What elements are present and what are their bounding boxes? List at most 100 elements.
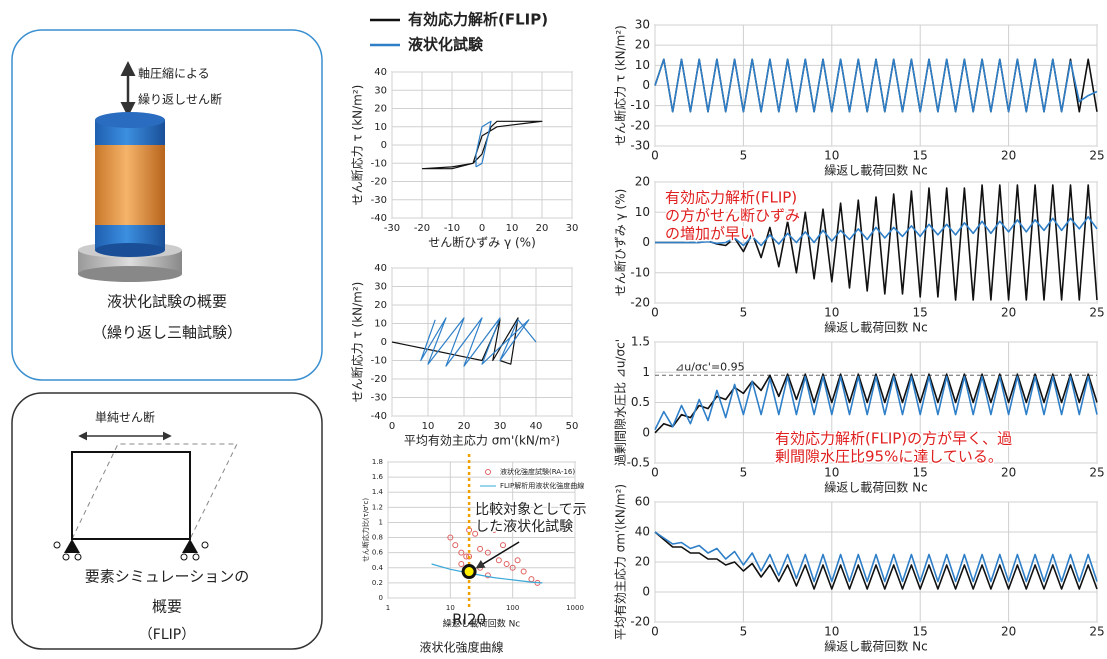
x-tick-label: -30 xyxy=(384,223,400,234)
point xyxy=(484,572,491,579)
point xyxy=(503,561,510,567)
y-tick-label: -20 xyxy=(371,374,387,385)
caption: （FLIP） xyxy=(139,627,195,643)
x-tick-label: 20 xyxy=(1001,625,1016,639)
y-tick-label: -20 xyxy=(630,296,650,310)
x-tick-label: 0 xyxy=(651,149,659,163)
x-tick-label: 10 xyxy=(824,149,839,163)
y-tick-label: 0 xyxy=(381,337,387,348)
series-line xyxy=(421,120,543,170)
x-tick-label: 10 xyxy=(824,306,839,320)
roller xyxy=(180,553,188,561)
x-tick-label: 0 xyxy=(479,223,485,234)
y-axis-label: せん断応力比(τ/σ'c) xyxy=(361,498,370,563)
x-tick-label: 30 xyxy=(566,223,579,234)
y-tick-label: 1.4 xyxy=(372,488,384,496)
y-tick-label: -40 xyxy=(371,411,387,422)
caption: 液状化強度曲線 xyxy=(419,640,503,655)
y-tick-label: 20 xyxy=(374,300,387,311)
specimen xyxy=(95,145,165,225)
panel-frame xyxy=(11,392,323,650)
roller xyxy=(62,553,70,561)
y-tick-label: 1 xyxy=(379,518,383,526)
y-tick-label: -30 xyxy=(371,393,387,404)
y-tick-label: 1.6 xyxy=(372,473,384,481)
y-tick-label: -20 xyxy=(630,615,650,629)
x-tick-label: 40 xyxy=(530,421,543,432)
x-tick-label: 5 xyxy=(740,466,748,480)
y-tick-label: 20 xyxy=(635,175,650,189)
series-line xyxy=(654,58,1098,113)
series-line xyxy=(654,375,1098,431)
cap xyxy=(95,112,165,128)
y-tick-label: -30 xyxy=(630,139,650,153)
panel-frame xyxy=(11,29,323,381)
threshold-label: ⊿u/σc'=0.95 xyxy=(675,360,745,373)
y-tick-label: 0 xyxy=(642,425,650,439)
x-tick-label: 15 xyxy=(913,466,928,480)
y-tick-label: 10 xyxy=(374,319,387,330)
point xyxy=(514,557,521,564)
roller xyxy=(74,553,82,561)
highlight-note: した液状化試験 xyxy=(475,519,573,535)
x-tick-label: 25 xyxy=(1089,466,1104,480)
legend-label: 液状化強度試験(RA-16) xyxy=(500,467,575,476)
series-line xyxy=(420,317,537,367)
x-tick-label: 10 xyxy=(824,466,839,480)
chart: 0 5 10 15 20 25 -20 -10 0 10 20 繰返し載荷回数 Nc せん断ひずみ γ … xyxy=(613,175,1105,335)
point xyxy=(458,561,465,567)
y-axis-label: 過剰間隙水圧比 ⊿u/σc' xyxy=(614,339,628,466)
y-axis-label: せん断応力 τ (kN/m²) xyxy=(350,282,365,403)
point xyxy=(490,527,497,533)
y-tick-label: -10 xyxy=(630,98,650,112)
y-tick-label: 0.5 xyxy=(631,395,650,409)
legend-label: FLIP解析用液状化強度曲線 xyxy=(500,481,584,490)
legend-swatch xyxy=(485,469,491,475)
arrow-label: 軸圧縮による xyxy=(138,66,210,81)
roller xyxy=(53,541,61,549)
point xyxy=(520,568,527,575)
x-tick-label: 100 xyxy=(506,604,519,612)
y-axis-label: せん断ひずみ γ (%) xyxy=(613,189,628,297)
y-tick-label: -10 xyxy=(371,158,387,169)
x-tick-label: 1000 xyxy=(566,604,584,612)
x-tick-label: 20 xyxy=(1001,149,1016,163)
legend-label: 有効応力解析(FLIP) xyxy=(408,11,548,29)
series-line xyxy=(431,563,543,584)
x-tick-label: 20 xyxy=(1001,466,1016,480)
y-tick-label: 1.8 xyxy=(372,458,383,466)
caption: （繰り返し三軸試験） xyxy=(92,324,242,342)
y-tick-label: 30 xyxy=(635,18,650,32)
annotation: 有効応力解析(FLIP)の方が早く、過 xyxy=(775,430,1012,448)
y-tick-label: 0.8 xyxy=(372,534,383,542)
x-tick-label: 5 xyxy=(740,625,748,639)
y-tick-label: -10 xyxy=(371,356,387,367)
y-axis-label: 平均有効主応力 σm'(kN/m²) xyxy=(613,484,628,640)
series-line xyxy=(475,120,492,168)
point xyxy=(500,542,507,549)
x-tick-label: 15 xyxy=(913,625,928,639)
x-tick-label: 5 xyxy=(740,306,748,320)
y-axis-label: せん断応力 τ (kN/m²) xyxy=(350,85,365,206)
x-tick-label: 1 xyxy=(386,604,390,612)
y-tick-label: 60 xyxy=(635,495,650,509)
legend-label: 液状化試験 xyxy=(408,36,484,54)
x-tick-label: 25 xyxy=(1089,149,1104,163)
y-tick-label: 40 xyxy=(374,263,387,274)
y-tick-label: 40 xyxy=(635,525,650,539)
x-tick-label: 20 xyxy=(458,421,471,432)
y-tick-label: 0.4 xyxy=(372,564,384,572)
series-line xyxy=(654,531,1098,583)
x-axis-label: 平均有効主応力 σm'(kN/m²) xyxy=(404,433,560,448)
caption: 液状化試験の概要 xyxy=(107,293,227,311)
x-tick-label: 15 xyxy=(913,306,928,320)
point xyxy=(484,549,491,556)
x-axis-label: 繰返し載荷回数 Nc xyxy=(824,163,927,178)
simple-shear-diagram: 単純せん断 要素シミュレーションの 概要 （FLIP） xyxy=(11,392,323,650)
x-axis-label: 繰返し載荷回数 Nc xyxy=(824,480,927,495)
arrow-label: 繰り返しせん断 xyxy=(138,92,222,107)
annotation: 有効応力解析(FLIP) xyxy=(665,189,797,207)
x-tick-label: 10 xyxy=(824,625,839,639)
